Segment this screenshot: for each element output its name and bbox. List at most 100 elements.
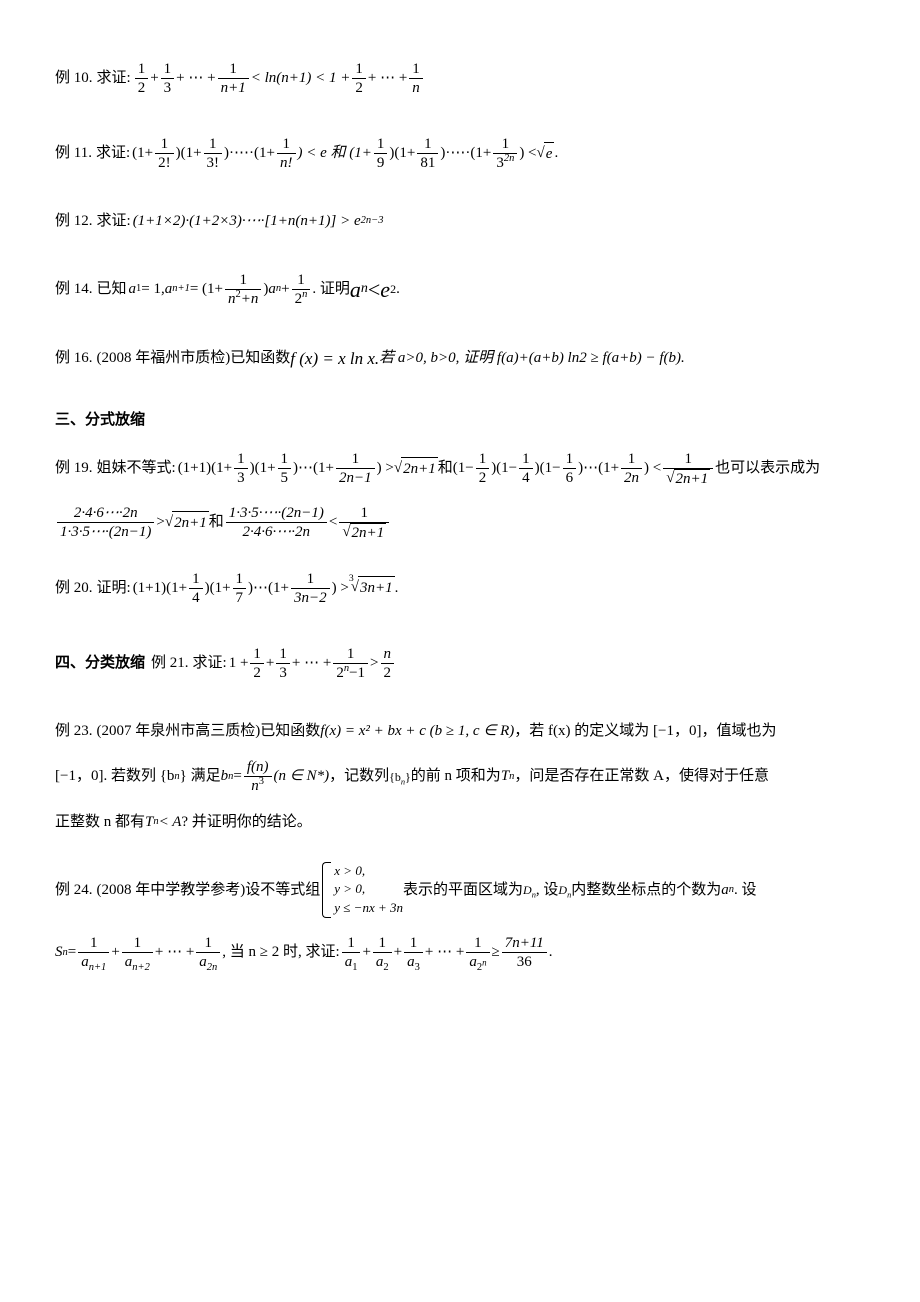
frac: 181 <box>417 135 438 172</box>
problem-23-line3: 正整数 n 都有 Tn < A ? 并证明你的结论。 <box>55 811 865 834</box>
expr: f(x) = x² + bx + c (b ≥ 1, c ∈ R) <box>320 720 514 743</box>
region: Dn <box>558 881 571 899</box>
sqrt: 2n+1 <box>165 511 209 535</box>
inequality-system: x > 0, y > 0, y ≤ −nx + 3n <box>320 862 403 919</box>
period: . <box>395 577 399 600</box>
lt: < <box>329 511 337 534</box>
text: ，若 f(x) 的定义域为 [−1，0]，值域也为 <box>514 720 776 743</box>
var: T <box>145 811 153 834</box>
period: . <box>554 142 558 165</box>
expr: )·⋯·(1+ <box>440 142 491 165</box>
frac: 132n <box>493 135 517 172</box>
frac: 7n+1136 <box>502 934 547 971</box>
text: ? 并证明你的结论。 <box>181 811 311 834</box>
plus: + <box>266 652 274 675</box>
problem-23-label: 例 23. <box>55 720 93 743</box>
var: a <box>350 273 361 306</box>
frac: 14 <box>519 450 533 487</box>
frac: 1a3 <box>404 934 423 971</box>
system-row: y ≤ −nx + 3n <box>334 899 403 918</box>
problem-11: 例 11. 求证: (1+ 12! )(1+ 13! )·⋯·(1+ 1n! )… <box>55 135 865 172</box>
and: 和 <box>209 511 224 534</box>
frac: 12n−1 <box>333 645 368 682</box>
expr: )(1− <box>535 457 561 480</box>
problem-23-line2: [−1，0]. 若数列 {bn } 满足 bn = f(n)n3 (n ∈ N*… <box>55 758 865 795</box>
expr: 1 + <box>229 652 249 675</box>
frac: 1a2n <box>196 934 220 971</box>
period: . <box>396 278 400 301</box>
problem-19-prefix: 姐妹不等式: <box>97 457 176 480</box>
var: a <box>268 278 276 301</box>
system-row: x > 0, <box>334 862 403 881</box>
expr: < A <box>159 811 182 834</box>
expr: )(1+ <box>250 457 276 480</box>
text: 表示的平面区域为 <box>403 879 523 902</box>
and: 和 <box>438 457 453 480</box>
inequality-mid: < ln(n+1) < 1 + <box>251 67 351 90</box>
expr: )(1+ <box>389 142 415 165</box>
problem-21-label: 例 21. <box>151 652 189 675</box>
ellipsis: + ⋯ + <box>155 941 194 964</box>
problem-21-prefix: 求证: <box>193 652 227 675</box>
text: ，问是否存在正常数 A，使得对于任意 <box>514 765 769 788</box>
frac: 1an+1 <box>78 934 109 971</box>
expr: (1+1)(1+ <box>178 457 232 480</box>
problem-14: 例 14. 已知 a1 = 1, an+1 = (1+ 1n2+n ) an +… <box>55 271 865 308</box>
var: T <box>501 765 509 788</box>
text: , 设 <box>536 879 559 902</box>
period: . <box>549 941 553 964</box>
problem-10-label: 例 10. <box>55 67 93 90</box>
problem-20-label: 例 20. <box>55 577 93 600</box>
frac: 12n−1 <box>336 450 375 487</box>
frac: 12 <box>135 60 149 97</box>
section-3-title: 三、分式放缩 <box>55 409 865 432</box>
expr: ) < <box>519 142 536 165</box>
problem-20-prefix: 证明: <box>97 577 131 600</box>
frac: 12 <box>476 450 490 487</box>
frac: f(n)n3 <box>244 758 272 795</box>
expr: ) > <box>377 457 394 480</box>
plus: + <box>362 941 370 964</box>
problem-20: 例 20. 证明: (1+1)(1+ 14 )(1+ 17 )⋯(1+ 13n−… <box>55 570 865 607</box>
text: 的前 n 项和为 <box>411 765 501 788</box>
problem-12-label: 例 12. <box>55 210 93 233</box>
problem-10-prefix: 求证: <box>97 67 131 90</box>
var: a <box>721 879 729 902</box>
expr: ) > <box>332 577 349 600</box>
ellipsis: + ⋯ + <box>292 652 331 675</box>
sqrt: e <box>537 142 555 166</box>
eq: = <box>233 765 241 788</box>
frac: 14 <box>189 570 203 607</box>
gt: > <box>370 652 378 675</box>
expr: (1− <box>453 457 474 480</box>
var: b <box>221 765 229 788</box>
problem-24-label: 例 24. <box>55 879 93 902</box>
problem-12-prefix: 求证: <box>97 210 131 233</box>
source: (2008 年福州市质检) <box>97 347 231 370</box>
region: Dn <box>523 881 536 899</box>
expr: )⋯(1+ <box>578 457 619 480</box>
ge: ≥ <box>492 941 500 964</box>
frac: n2 <box>381 645 395 682</box>
problem-19: 例 19. 姐妹不等式: (1+1)(1+ 13 )(1+ 15 )⋯(1+ 1… <box>55 450 865 488</box>
frac: 12n <box>292 271 311 308</box>
problem-21: 四、分类放缩 例 21. 求证: 1 + 12 + 13 + ⋯ + 12n−1… <box>55 645 865 682</box>
frac: 12! <box>155 135 174 172</box>
frac: 1n! <box>277 135 296 172</box>
expr: ) < <box>644 457 661 480</box>
problem-11-prefix: 求证: <box>96 142 130 165</box>
expr: )·⋯·(1+ <box>224 142 275 165</box>
frac: 12 <box>352 60 366 97</box>
text: } 满足 <box>180 765 221 788</box>
expr: 若 a>0, b>0, 证明 f(a)+(a+b) ln2 ≥ f(a+b) −… <box>379 347 685 370</box>
frac: 1an+2 <box>122 934 153 971</box>
var: a <box>165 278 173 301</box>
source: (2007 年泉州市高三质检) <box>97 720 261 743</box>
frac: 15 <box>278 450 292 487</box>
text: 也可以表示成为 <box>715 457 820 480</box>
frac: 12 <box>250 645 264 682</box>
problem-14-prefix: 已知 <box>97 278 127 301</box>
expr: )(1+ <box>205 577 231 600</box>
expr: )⋯(1+ <box>248 577 289 600</box>
sqrt: 2n+1 <box>342 523 386 542</box>
